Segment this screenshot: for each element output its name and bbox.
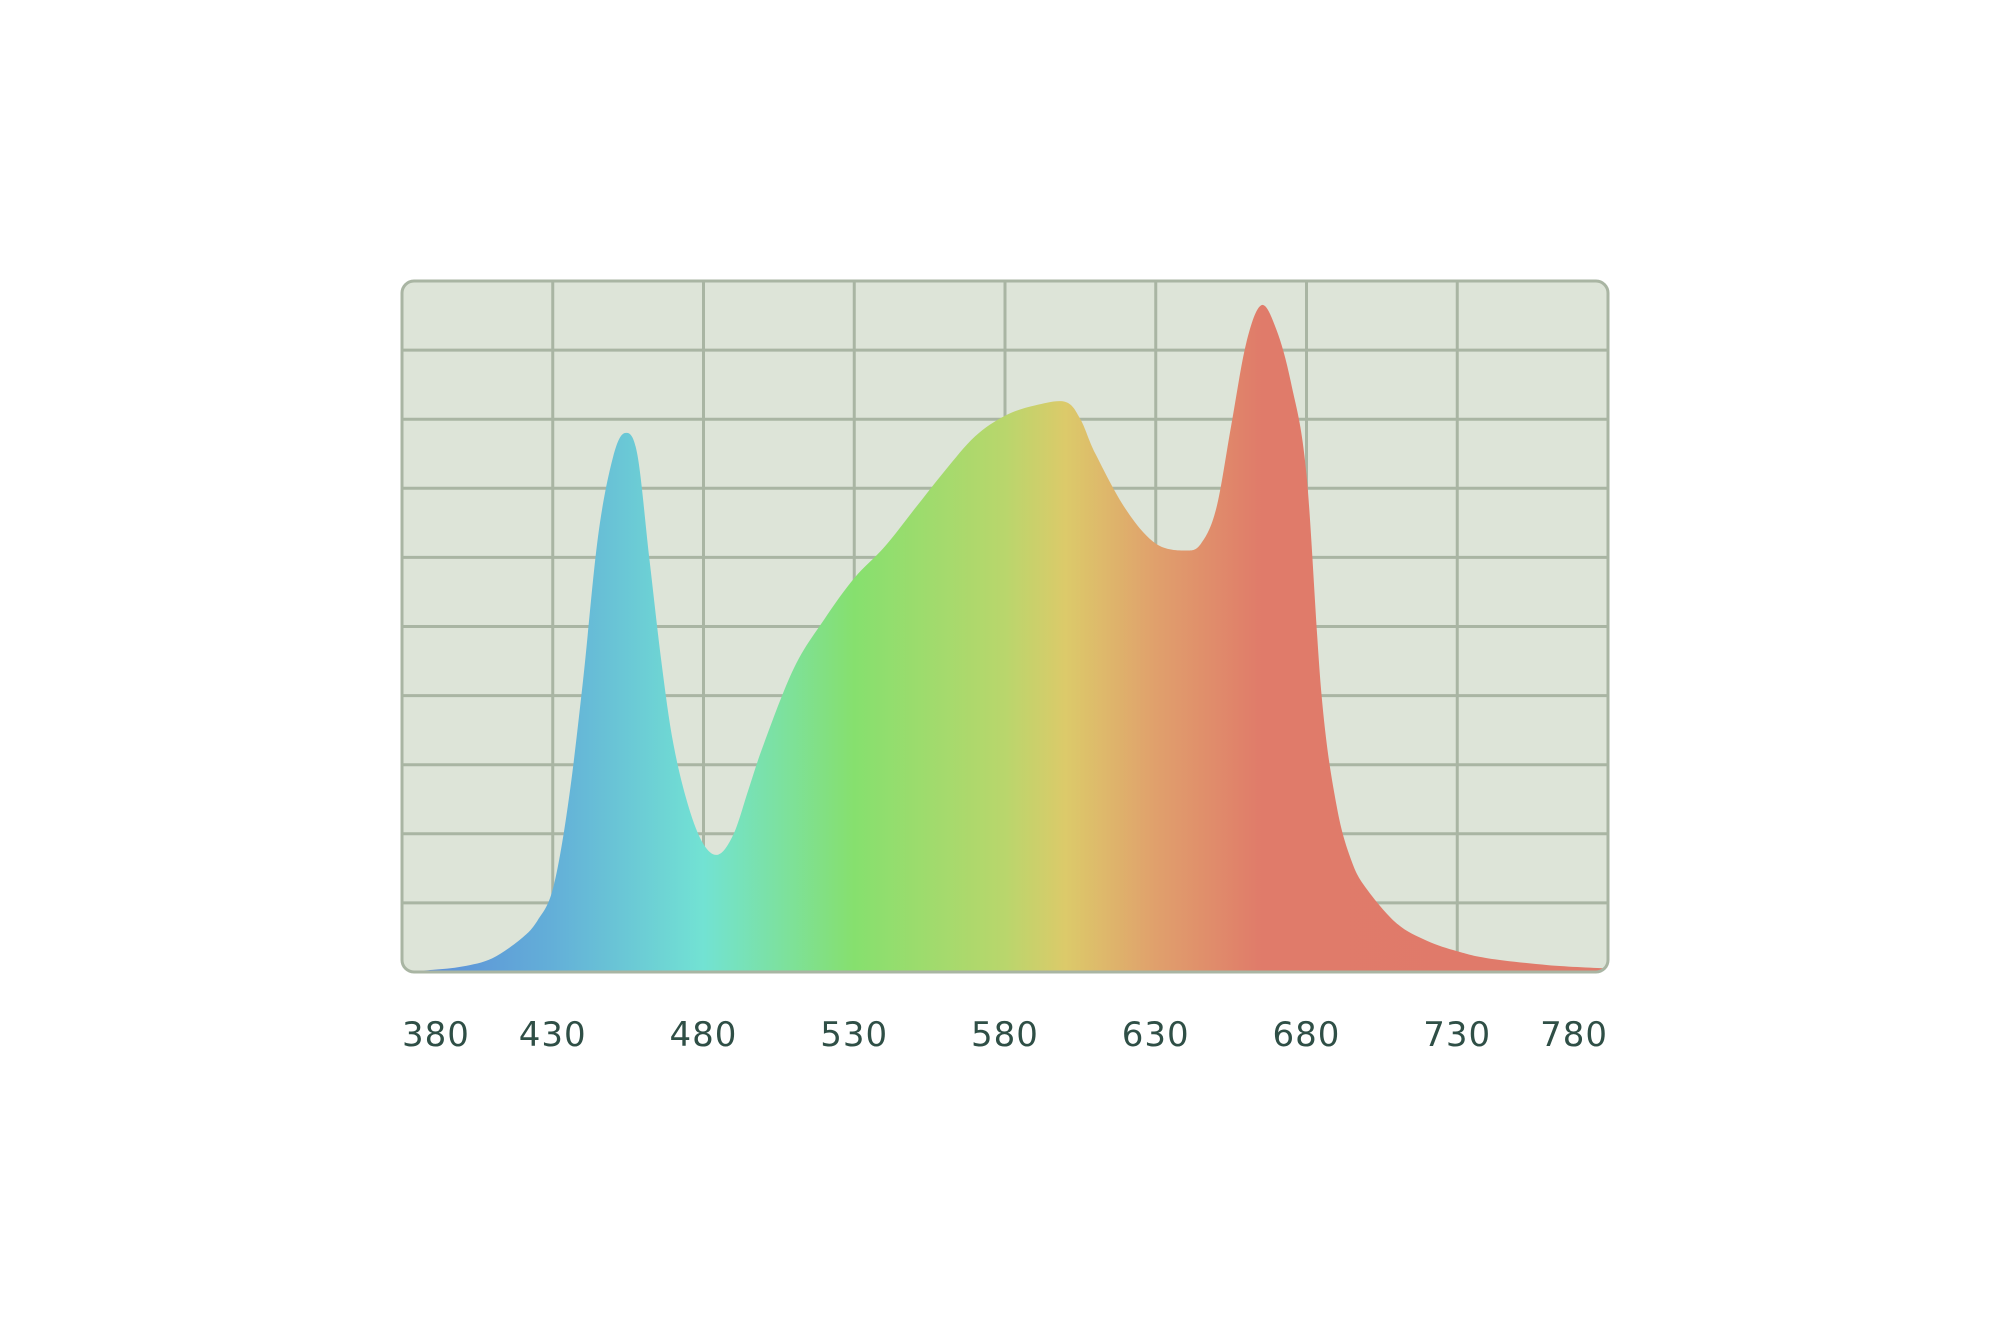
- x-tick-label-530: 530: [820, 1015, 888, 1055]
- x-axis-ticks: 380 430 480 530 580 630 680 730 780: [402, 1015, 1608, 1055]
- plot-border: [400, 279, 1610, 974]
- x-tick-label-480: 480: [670, 1015, 738, 1055]
- x-tick-label-780: 780: [1540, 1015, 1608, 1055]
- spectrum-area-layer: [402, 304, 1608, 972]
- x-tick-label-430: 430: [519, 1015, 587, 1055]
- x-tick-label-730: 730: [1423, 1015, 1491, 1055]
- spectrum-area: [402, 304, 1608, 972]
- x-tick-label-580: 580: [971, 1015, 1039, 1055]
- x-tick-label-380: 380: [402, 1015, 470, 1055]
- x-tick-label-630: 630: [1122, 1015, 1190, 1055]
- x-tick-label-680: 680: [1273, 1015, 1341, 1055]
